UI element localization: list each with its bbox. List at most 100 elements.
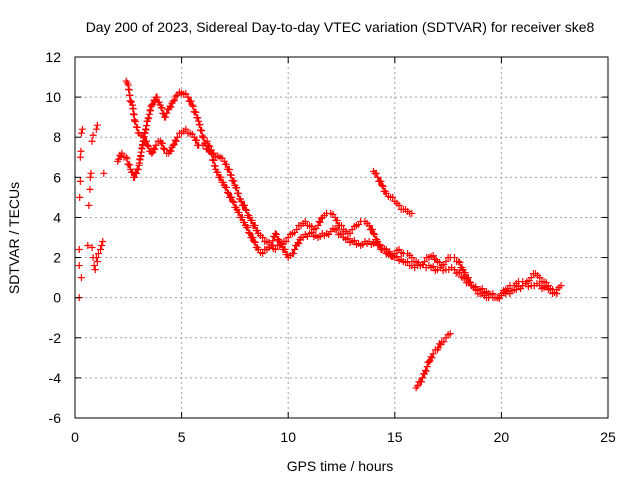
data-point	[253, 226, 261, 234]
data-point	[333, 226, 341, 234]
data-point	[291, 246, 299, 254]
data-point	[278, 241, 286, 249]
data-point	[365, 221, 373, 229]
data-point	[408, 209, 416, 217]
data-point	[184, 93, 192, 101]
data-point	[188, 101, 196, 109]
data-point	[143, 141, 151, 149]
data-point	[193, 136, 201, 144]
y-tick-label: -6	[49, 410, 62, 426]
data-point	[194, 114, 202, 122]
data-point	[317, 214, 325, 222]
data-point	[423, 363, 431, 371]
data-point	[89, 131, 97, 139]
data-point	[248, 216, 256, 224]
data-point	[283, 251, 291, 259]
data-point	[456, 259, 464, 267]
data-point	[461, 274, 469, 282]
data-point	[333, 216, 341, 224]
data-point	[419, 374, 427, 382]
data-point	[331, 225, 339, 233]
data-point	[421, 258, 429, 266]
data-point	[207, 149, 215, 157]
data-point	[249, 234, 257, 241]
data-point	[172, 92, 180, 100]
data-point	[344, 235, 352, 243]
y-tick-label: -4	[49, 370, 62, 386]
data-point	[214, 168, 222, 176]
data-point	[211, 162, 219, 170]
data-point	[437, 341, 445, 349]
data-point	[230, 177, 238, 185]
y-tick-label: 12	[45, 49, 61, 65]
data-point	[152, 141, 160, 149]
data-point	[97, 246, 105, 254]
data-point	[425, 358, 433, 366]
data-point	[230, 198, 238, 206]
data-point	[536, 274, 544, 282]
data-point	[271, 246, 279, 254]
data-point	[489, 290, 497, 298]
data-point	[456, 268, 464, 276]
data-point	[235, 190, 243, 198]
data-point	[301, 217, 309, 225]
data-point	[139, 133, 147, 141]
data-point	[244, 223, 252, 231]
data-point	[243, 206, 251, 214]
data-point	[167, 147, 175, 155]
data-point	[350, 237, 358, 245]
data-point	[240, 218, 248, 226]
data-point	[88, 137, 96, 145]
data-point	[553, 290, 561, 298]
data-point	[251, 239, 259, 247]
data-point	[84, 242, 92, 250]
data-point	[442, 258, 450, 266]
data-point	[86, 185, 94, 193]
data-point	[272, 230, 280, 238]
data-point	[422, 367, 430, 375]
y-tick-label: 10	[45, 89, 61, 105]
data-point	[200, 134, 208, 142]
y-tick-label: 4	[53, 209, 61, 225]
data-point	[450, 254, 458, 262]
data-point	[117, 152, 125, 160]
y-tick-label: 0	[53, 290, 61, 306]
data-point	[78, 125, 86, 133]
data-point	[338, 221, 345, 229]
data-point	[242, 205, 250, 213]
data-point	[369, 229, 377, 237]
data-point	[527, 274, 535, 282]
data-point	[173, 133, 181, 141]
data-point	[557, 282, 565, 290]
data-point	[210, 156, 218, 164]
data-point	[92, 254, 100, 262]
data-point	[144, 114, 152, 122]
data-point	[546, 286, 554, 294]
data-point	[189, 102, 197, 110]
data-point	[428, 354, 436, 362]
data-point	[146, 106, 154, 114]
data-point	[259, 250, 267, 258]
data-point	[237, 197, 245, 205]
data-point	[290, 250, 298, 258]
data-point	[450, 266, 458, 274]
x-axis-label: GPS time / hours	[287, 458, 394, 474]
data-point	[422, 366, 430, 374]
x-tick-label: 5	[178, 429, 186, 445]
chart-title: Day 200 of 2023, Sidereal Day-to-day VTE…	[86, 19, 595, 35]
data-point	[148, 101, 156, 109]
data-point	[92, 125, 100, 133]
data-point	[133, 165, 141, 173]
data-point	[219, 178, 227, 186]
data-point	[77, 129, 85, 137]
data-point	[271, 229, 279, 237]
data-point	[151, 145, 159, 153]
data-point	[429, 252, 437, 260]
y-tick-label: -2	[49, 330, 62, 346]
data-point	[195, 117, 203, 125]
data-point	[245, 228, 253, 236]
data-point	[90, 262, 98, 270]
data-point	[85, 201, 93, 209]
